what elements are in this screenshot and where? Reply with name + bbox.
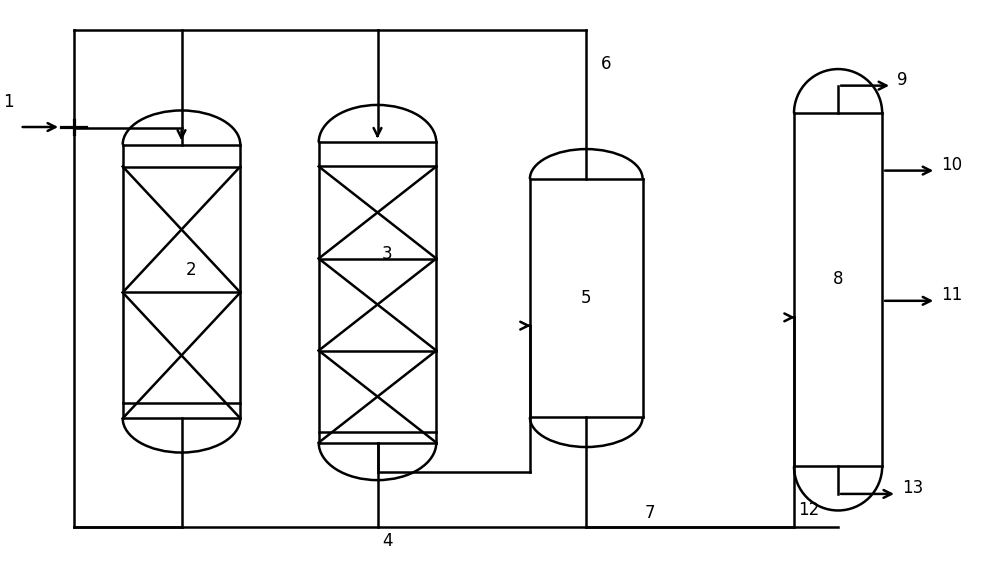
Text: 9: 9 — [897, 71, 907, 89]
Text: 4: 4 — [382, 532, 393, 550]
Text: 10: 10 — [941, 156, 962, 174]
Text: 1: 1 — [3, 93, 13, 111]
Text: 6: 6 — [601, 55, 611, 73]
Text: 2: 2 — [186, 261, 197, 279]
Text: 8: 8 — [833, 270, 843, 288]
Text: 12: 12 — [798, 502, 819, 520]
Text: 3: 3 — [382, 245, 393, 263]
Text: 7: 7 — [645, 504, 656, 522]
Text: 11: 11 — [941, 287, 962, 304]
Text: 13: 13 — [902, 480, 923, 497]
Text: 5: 5 — [581, 289, 591, 307]
